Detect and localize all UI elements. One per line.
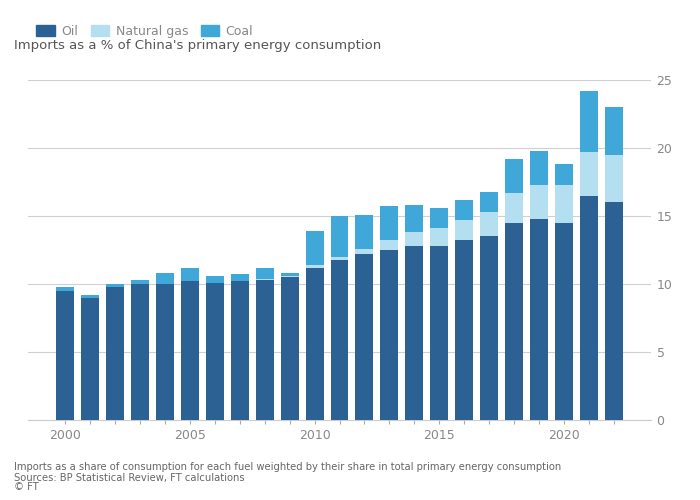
Bar <box>56 286 74 291</box>
Bar <box>580 91 598 152</box>
Bar <box>430 208 448 228</box>
Legend: Oil, Natural gas, Coal: Oil, Natural gas, Coal <box>31 20 258 43</box>
Bar <box>580 196 598 420</box>
Bar <box>356 254 373 420</box>
Bar <box>330 257 349 260</box>
Bar <box>605 107 623 155</box>
Bar <box>555 164 573 184</box>
Bar <box>605 155 623 202</box>
Text: Sources: BP Statistical Review, FT calculations: Sources: BP Statistical Review, FT calcu… <box>14 472 244 482</box>
Bar <box>131 280 149 284</box>
Bar <box>430 228 448 246</box>
Bar <box>380 250 398 420</box>
Bar <box>181 282 199 420</box>
Bar <box>580 152 598 196</box>
Bar <box>306 265 323 268</box>
Bar <box>405 205 424 233</box>
Bar <box>380 240 398 250</box>
Bar <box>480 236 498 420</box>
Bar <box>56 291 74 420</box>
Bar <box>455 220 473 240</box>
Bar <box>206 276 224 282</box>
Bar <box>530 218 548 420</box>
Bar <box>356 214 373 248</box>
Bar <box>81 298 99 420</box>
Bar <box>306 231 323 265</box>
Bar <box>380 206 398 240</box>
Bar <box>156 273 174 284</box>
Bar <box>206 282 224 420</box>
Bar <box>555 223 573 420</box>
Text: © FT: © FT <box>14 482 38 492</box>
Bar <box>530 184 548 218</box>
Bar <box>555 184 573 223</box>
Bar <box>256 268 274 278</box>
Bar <box>106 284 124 286</box>
Bar <box>281 277 299 420</box>
Bar <box>330 216 349 257</box>
Bar <box>605 202 623 420</box>
Bar <box>455 200 473 220</box>
Bar <box>505 159 523 193</box>
Bar <box>256 280 274 420</box>
Bar <box>430 246 448 420</box>
Bar <box>480 192 498 212</box>
Text: Imports as a % of China's primary energy consumption: Imports as a % of China's primary energy… <box>14 40 382 52</box>
Bar <box>505 193 523 223</box>
Bar <box>231 274 248 281</box>
Bar <box>480 212 498 236</box>
Bar <box>181 268 199 281</box>
Bar <box>281 276 299 277</box>
Bar <box>330 260 349 420</box>
Bar <box>505 223 523 420</box>
Bar <box>106 286 124 420</box>
Text: Imports as a share of consumption for each fuel weighted by their share in total: Imports as a share of consumption for ea… <box>14 462 561 472</box>
Bar <box>306 268 323 420</box>
Bar <box>530 150 548 184</box>
Bar <box>356 248 373 254</box>
Bar <box>455 240 473 420</box>
Bar <box>156 284 174 420</box>
Bar <box>131 284 149 420</box>
Bar <box>405 232 424 246</box>
Bar <box>405 246 424 420</box>
Bar <box>231 282 248 420</box>
Bar <box>256 278 274 280</box>
Bar <box>281 273 299 276</box>
Bar <box>81 295 99 298</box>
